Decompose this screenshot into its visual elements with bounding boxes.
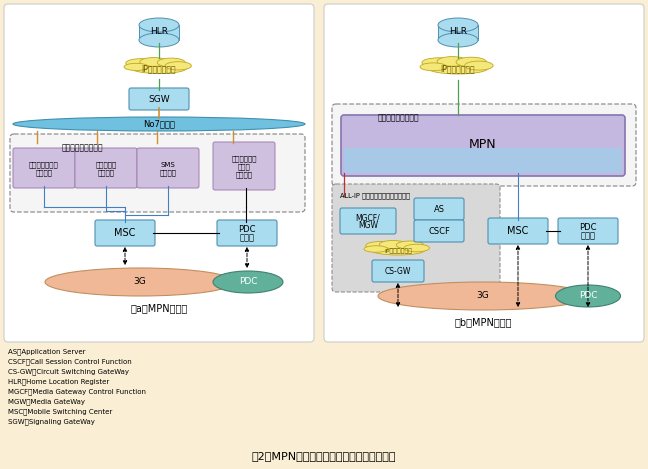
Ellipse shape — [456, 57, 487, 67]
FancyBboxPatch shape — [75, 148, 137, 188]
Ellipse shape — [397, 241, 424, 249]
Text: IPバックボーン: IPバックボーン — [384, 248, 412, 254]
Text: 留守番電話: 留守番電話 — [95, 162, 117, 168]
Text: 提供装置: 提供装置 — [36, 170, 52, 176]
Text: CS-GW: CS-GW — [385, 266, 411, 275]
Text: PDC: PDC — [238, 278, 257, 287]
Text: （b）MPN導入後: （b）MPN導入後 — [454, 317, 512, 327]
Ellipse shape — [404, 244, 430, 252]
FancyBboxPatch shape — [558, 218, 618, 244]
Ellipse shape — [13, 117, 305, 131]
Ellipse shape — [139, 18, 179, 32]
Text: 図2　MPNのコアネットワーク内の位置付け: 図2 MPNのコアネットワーク内の位置付け — [252, 451, 396, 461]
Text: CSCF: CSCF — [428, 227, 450, 235]
FancyBboxPatch shape — [324, 4, 644, 342]
FancyBboxPatch shape — [137, 148, 199, 188]
Ellipse shape — [438, 18, 478, 32]
Ellipse shape — [555, 285, 621, 307]
Text: PDC: PDC — [579, 224, 597, 233]
Polygon shape — [438, 25, 478, 40]
Ellipse shape — [126, 59, 157, 68]
Text: カード: カード — [238, 164, 250, 170]
FancyBboxPatch shape — [217, 220, 277, 246]
Ellipse shape — [157, 58, 185, 67]
Text: PDC: PDC — [579, 292, 597, 301]
Text: IPバックボーン: IPバックボーン — [441, 65, 476, 74]
Text: 交換機: 交換機 — [581, 232, 596, 241]
Ellipse shape — [420, 63, 446, 71]
Text: MGW: MGW — [358, 221, 378, 230]
FancyBboxPatch shape — [129, 88, 189, 110]
Ellipse shape — [139, 33, 179, 47]
Ellipse shape — [465, 61, 493, 70]
Text: MSC：Mobile Switching Center: MSC：Mobile Switching Center — [8, 408, 112, 415]
FancyBboxPatch shape — [10, 134, 305, 212]
Text: 提供装置: 提供装置 — [159, 170, 176, 176]
Text: 提供装置: 提供装置 — [97, 170, 115, 176]
Text: PDC: PDC — [238, 226, 256, 234]
FancyBboxPatch shape — [344, 148, 622, 173]
FancyBboxPatch shape — [340, 208, 396, 234]
FancyBboxPatch shape — [372, 260, 424, 282]
Text: CSCF：Call Session Control Function: CSCF：Call Session Control Function — [8, 358, 132, 364]
Ellipse shape — [124, 63, 148, 70]
Ellipse shape — [364, 246, 388, 252]
Text: 交換機: 交換機 — [240, 234, 255, 242]
Text: IPバックボーン: IPバックボーン — [142, 65, 176, 74]
FancyBboxPatch shape — [341, 115, 625, 176]
Text: MGW：Media GateWay: MGW：Media GateWay — [8, 398, 85, 405]
FancyBboxPatch shape — [13, 148, 75, 188]
Ellipse shape — [422, 58, 456, 68]
FancyBboxPatch shape — [4, 4, 314, 342]
Ellipse shape — [131, 62, 187, 74]
Ellipse shape — [365, 242, 397, 250]
Text: SGW: SGW — [148, 94, 170, 104]
Text: SMS: SMS — [161, 162, 176, 168]
Text: SGW：Signaling GateWay: SGW：Signaling GateWay — [8, 418, 95, 424]
Ellipse shape — [371, 245, 425, 255]
Text: MGCF：Media Gateway Control Function: MGCF：Media Gateway Control Function — [8, 388, 146, 394]
Text: CS-GW：Circuit Switching GateWay: CS-GW：Circuit Switching GateWay — [8, 368, 129, 375]
Text: クレジット／: クレジット／ — [231, 156, 257, 162]
FancyBboxPatch shape — [213, 142, 275, 190]
Text: HLR: HLR — [449, 28, 467, 37]
Ellipse shape — [45, 268, 235, 296]
Text: MSC: MSC — [114, 228, 135, 238]
Ellipse shape — [379, 241, 406, 249]
Text: MSC: MSC — [507, 226, 529, 236]
Text: HLR：Home Location Register: HLR：Home Location Register — [8, 378, 110, 385]
Text: No7信号網: No7信号網 — [143, 120, 175, 129]
Ellipse shape — [165, 62, 191, 70]
Ellipse shape — [378, 282, 588, 310]
Text: AS：Application Server: AS：Application Server — [8, 348, 86, 355]
Ellipse shape — [428, 62, 489, 74]
Text: ALL-IP ネットワーク化により追加: ALL-IP ネットワーク化により追加 — [340, 192, 410, 198]
Text: AS: AS — [434, 204, 445, 213]
FancyBboxPatch shape — [488, 218, 548, 244]
Ellipse shape — [438, 33, 478, 47]
Text: 提供装置: 提供装置 — [235, 172, 253, 178]
Text: HLR: HLR — [150, 28, 168, 37]
Polygon shape — [139, 25, 179, 40]
Ellipse shape — [437, 57, 467, 66]
FancyBboxPatch shape — [95, 220, 155, 246]
FancyBboxPatch shape — [414, 220, 464, 242]
FancyBboxPatch shape — [332, 184, 500, 292]
Text: メディア処理系装置: メディア処理系装置 — [378, 113, 420, 122]
Ellipse shape — [213, 271, 283, 293]
Text: MGCF/: MGCF/ — [356, 213, 380, 222]
Text: メディア処理系装置: メディア処理系装置 — [62, 143, 104, 152]
Text: 3G: 3G — [133, 278, 146, 287]
Text: MPN: MPN — [469, 138, 497, 151]
Text: メロディコール: メロディコール — [29, 162, 59, 168]
Ellipse shape — [140, 58, 168, 66]
Text: 3G: 3G — [477, 292, 489, 301]
Text: （a）MPN導入前: （a）MPN導入前 — [130, 303, 188, 313]
FancyBboxPatch shape — [332, 104, 636, 186]
FancyBboxPatch shape — [414, 198, 464, 220]
